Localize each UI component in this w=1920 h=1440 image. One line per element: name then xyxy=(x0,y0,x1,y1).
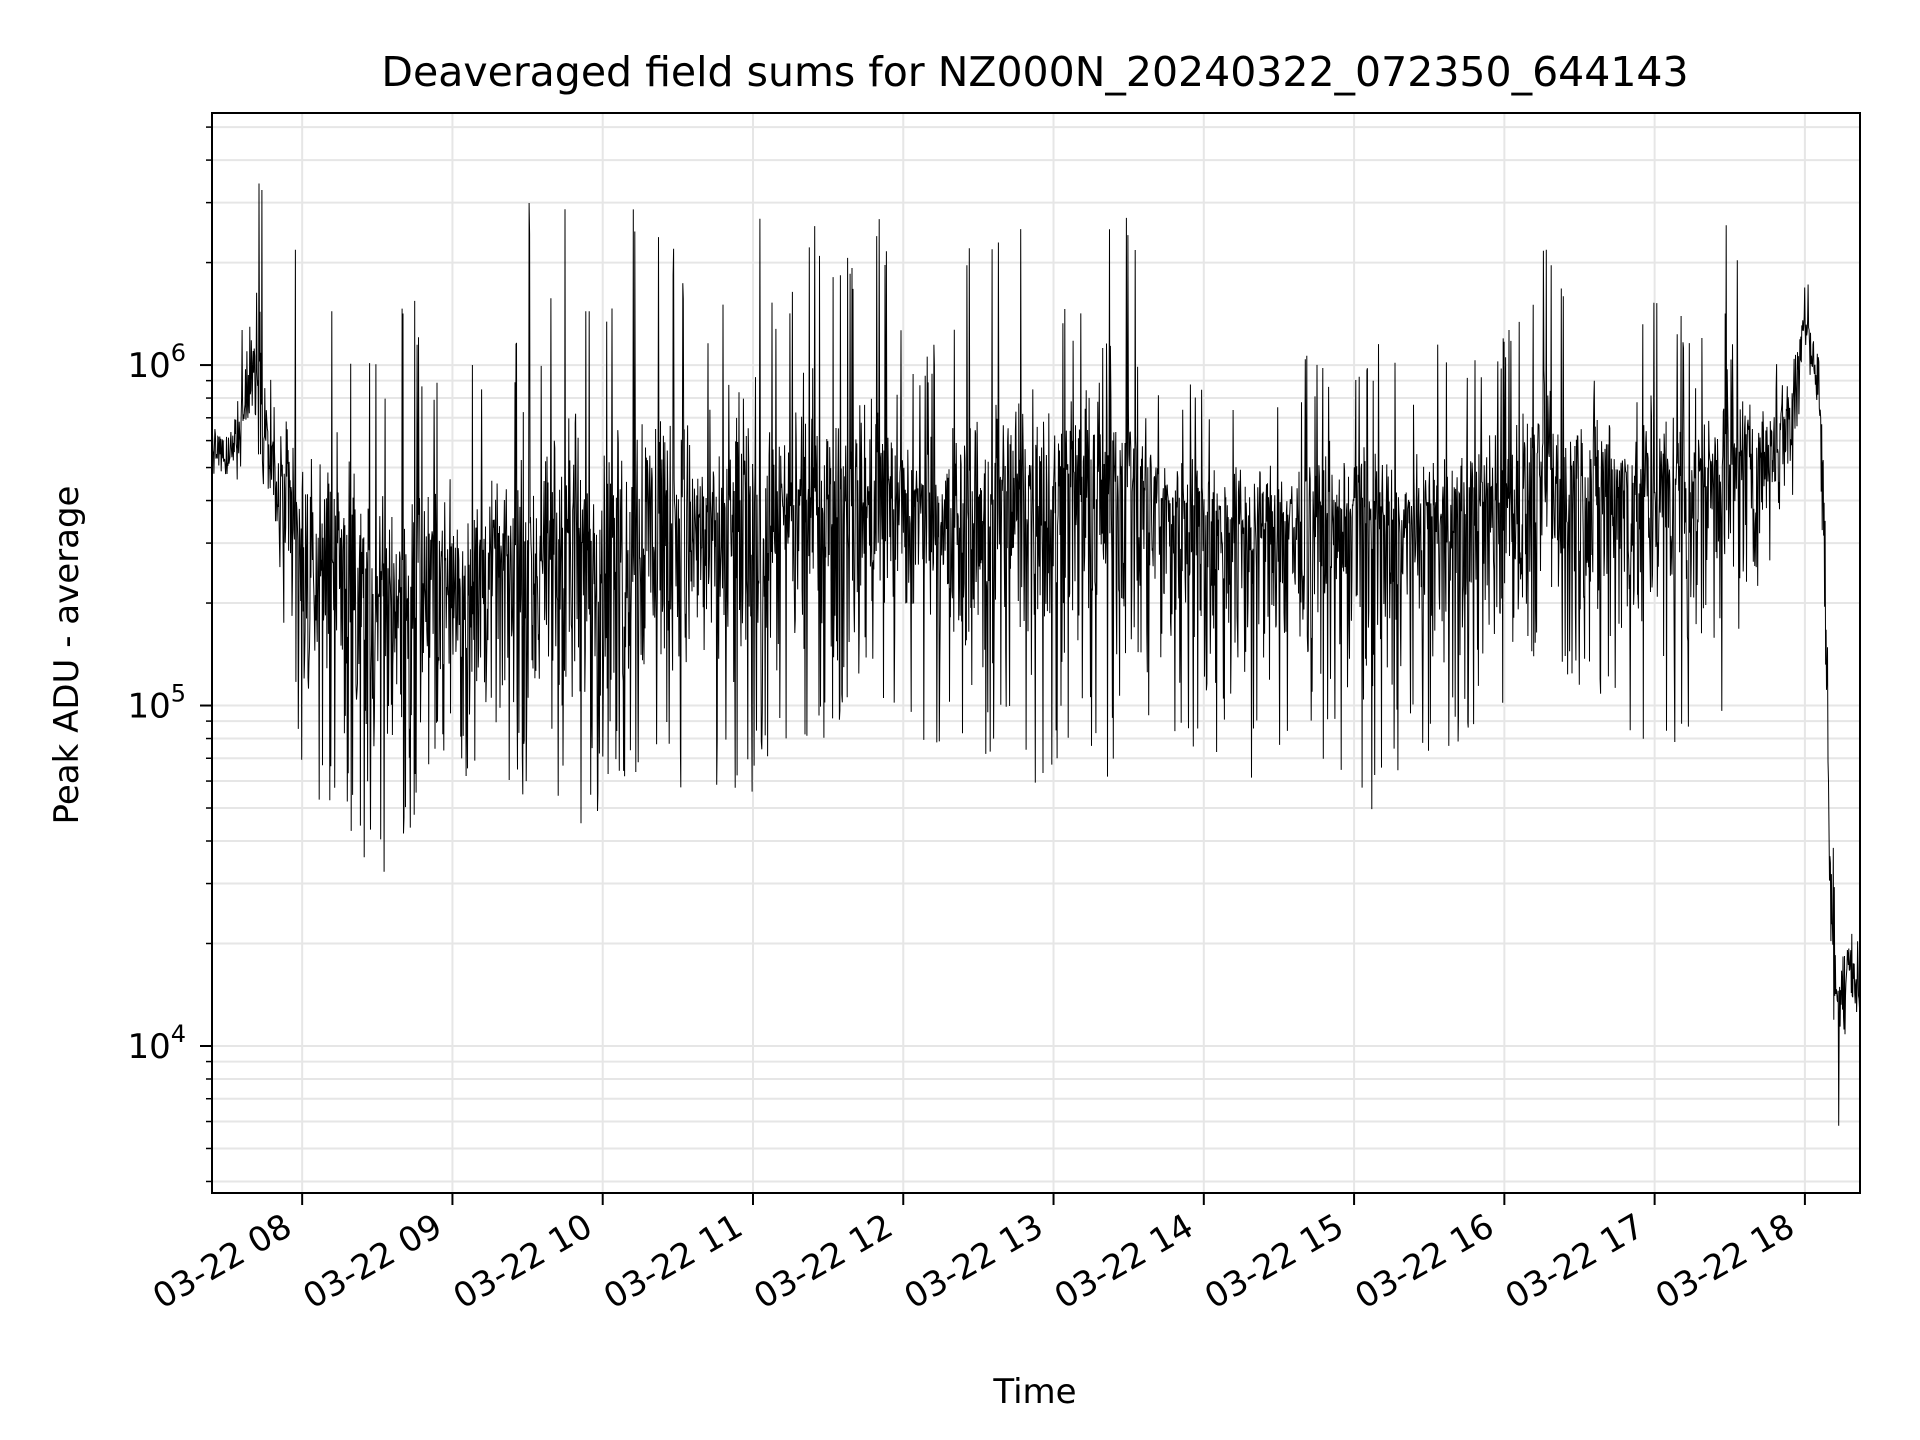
y-tick-label: 106 xyxy=(127,339,186,386)
x-axis-label: Time xyxy=(992,1372,1076,1412)
y-axis-label: Peak ADU - average xyxy=(47,486,87,825)
data-series xyxy=(211,183,1861,1126)
grid-lines xyxy=(212,113,1860,1193)
y-tick-label: 104 xyxy=(127,1020,186,1067)
chart-title: Deaveraged field sums for NZ000N_2024032… xyxy=(381,48,1688,96)
y-tick-label: 105 xyxy=(127,680,186,727)
plot-frame xyxy=(211,112,1861,1194)
series-line xyxy=(211,183,1861,1126)
